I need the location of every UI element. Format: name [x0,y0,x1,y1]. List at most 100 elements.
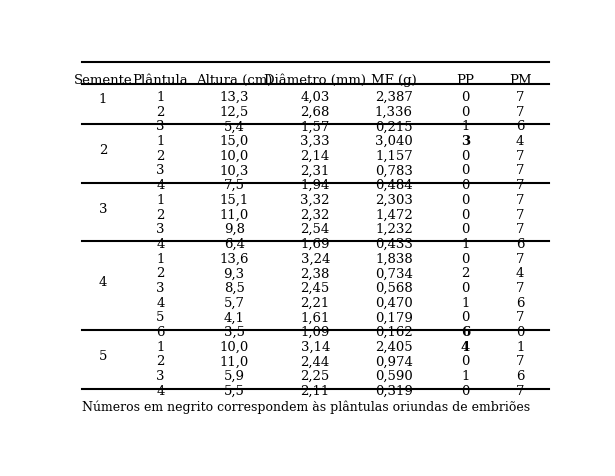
Text: 3: 3 [156,120,165,133]
Text: 7: 7 [516,193,525,207]
Text: 5: 5 [156,311,164,324]
Text: 7: 7 [516,208,525,221]
Text: 2,21: 2,21 [301,296,330,309]
Text: 8,5: 8,5 [224,281,245,294]
Text: 5,5: 5,5 [224,384,245,397]
Text: 5,4: 5,4 [224,120,245,133]
Text: 2: 2 [99,144,107,157]
Text: 2,11: 2,11 [301,384,330,397]
Text: 1,57: 1,57 [301,120,330,133]
Text: 7: 7 [516,223,525,236]
Text: 0: 0 [461,223,469,236]
Text: 0: 0 [461,164,469,177]
Text: 4: 4 [156,238,164,250]
Text: 3: 3 [156,281,165,294]
Text: 6: 6 [516,238,525,250]
Text: 3,33: 3,33 [300,135,330,148]
Text: 7: 7 [516,91,525,104]
Text: 0,568: 0,568 [375,281,413,294]
Text: 0: 0 [461,193,469,207]
Text: Semente: Semente [74,74,132,87]
Text: 6: 6 [516,369,525,382]
Text: 6: 6 [516,120,525,133]
Text: 0,319: 0,319 [375,384,413,397]
Text: 0,974: 0,974 [375,355,413,367]
Text: 1: 1 [156,91,164,104]
Text: 11,0: 11,0 [220,208,249,221]
Text: 7,5: 7,5 [224,179,245,192]
Text: 0,734: 0,734 [375,267,413,280]
Text: 2,38: 2,38 [301,267,330,280]
Text: 9,8: 9,8 [224,223,245,236]
Text: 9,3: 9,3 [224,267,245,280]
Text: 3,040: 3,040 [375,135,413,148]
Text: 5: 5 [99,349,107,362]
Text: 2: 2 [156,106,164,119]
Text: 2,25: 2,25 [301,369,330,382]
Text: 2,387: 2,387 [375,91,413,104]
Text: 3,24: 3,24 [301,252,330,265]
Text: 13,3: 13,3 [220,91,249,104]
Text: 4: 4 [156,296,164,309]
Text: 3: 3 [156,369,165,382]
Text: PM: PM [509,74,531,87]
Text: 0: 0 [461,311,469,324]
Text: 7: 7 [516,311,525,324]
Text: 1,69: 1,69 [301,238,330,250]
Text: 4: 4 [461,340,470,353]
Text: 4: 4 [516,267,525,280]
Text: 2: 2 [156,208,164,221]
Text: Números em negrito correspondem às plântulas oriundas de embriões: Números em negrito correspondem às plânt… [82,400,530,413]
Text: 0: 0 [461,106,469,119]
Text: 0: 0 [461,384,469,397]
Text: Plântula: Plântula [132,74,188,87]
Text: 1: 1 [461,369,469,382]
Text: 4: 4 [156,179,164,192]
Text: 0: 0 [461,355,469,367]
Text: 11,0: 11,0 [220,355,249,367]
Text: 2,31: 2,31 [301,164,330,177]
Text: 1: 1 [461,120,469,133]
Text: 15,1: 15,1 [220,193,249,207]
Text: 1: 1 [156,252,164,265]
Text: Diâmetro (mm): Diâmetro (mm) [264,74,366,87]
Text: 6,4: 6,4 [224,238,245,250]
Text: MF (g): MF (g) [371,74,417,87]
Text: 4: 4 [516,135,525,148]
Text: 15,0: 15,0 [220,135,249,148]
Text: 1: 1 [156,193,164,207]
Text: 10,0: 10,0 [220,340,249,353]
Text: 1,336: 1,336 [375,106,413,119]
Text: 6: 6 [516,296,525,309]
Text: 1: 1 [156,135,164,148]
Text: 2,54: 2,54 [301,223,330,236]
Text: 1,94: 1,94 [301,179,330,192]
Text: 2,14: 2,14 [301,149,330,162]
Text: 3,5: 3,5 [224,326,245,338]
Text: 1,09: 1,09 [301,326,330,338]
Text: 0,433: 0,433 [375,238,413,250]
Text: 0: 0 [461,208,469,221]
Text: 0: 0 [461,252,469,265]
Text: 1,472: 1,472 [375,208,413,221]
Text: 3,14: 3,14 [301,340,330,353]
Text: 6: 6 [156,326,165,338]
Text: 7: 7 [516,179,525,192]
Text: 1,232: 1,232 [375,223,413,236]
Text: 3,32: 3,32 [301,193,330,207]
Text: 1: 1 [156,340,164,353]
Text: 4: 4 [99,276,107,288]
Text: 4,1: 4,1 [224,311,245,324]
Text: 4,03: 4,03 [301,91,330,104]
Text: 1,61: 1,61 [301,311,330,324]
Text: 6: 6 [461,326,470,338]
Text: 0,590: 0,590 [375,369,413,382]
Text: 2,68: 2,68 [301,106,330,119]
Text: 0,783: 0,783 [375,164,413,177]
Text: 0: 0 [461,149,469,162]
Text: 13,6: 13,6 [220,252,249,265]
Text: 7: 7 [516,106,525,119]
Text: 2: 2 [461,267,469,280]
Text: 2,32: 2,32 [301,208,330,221]
Text: 0,484: 0,484 [375,179,413,192]
